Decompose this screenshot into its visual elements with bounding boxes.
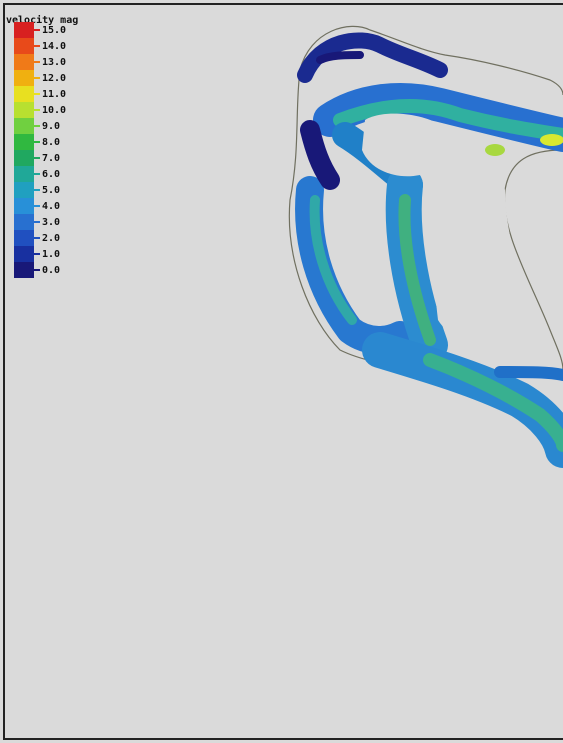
legend-label: 12.0 — [42, 73, 66, 84]
legend-label: 3.0 — [42, 217, 60, 228]
legend-label: 2.0 — [42, 233, 60, 244]
legend-label: 14.0 — [42, 41, 66, 52]
legend-label: 7.0 — [42, 153, 60, 164]
legend-label: 0.0 — [42, 265, 60, 276]
velocity-map: velocity mag 15.014.013.012.011.010.09.0… — [0, 0, 563, 743]
legend-label: 11.0 — [42, 89, 66, 100]
legend-label: 6.0 — [42, 169, 60, 180]
legend-label: 4.0 — [42, 201, 60, 212]
legend-label: 13.0 — [42, 57, 66, 68]
legend-label: 1.0 — [42, 249, 60, 260]
page: {"legend": {"title": "velocity mag", "it… — [0, 0, 563, 743]
legend-label: 5.0 — [42, 185, 60, 196]
legend-label: 15.0 — [42, 25, 66, 36]
legend-label: 9.0 — [42, 121, 60, 132]
legend-label: 10.0 — [42, 105, 66, 116]
legend-label: 8.0 — [42, 137, 60, 148]
